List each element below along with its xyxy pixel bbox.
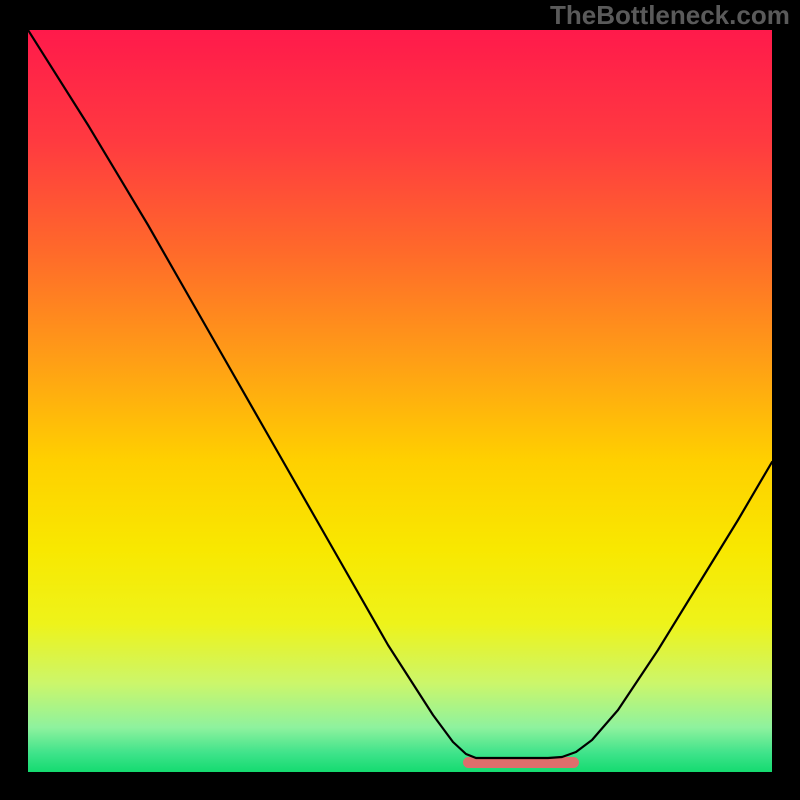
watermark-text: TheBottleneck.com <box>550 0 790 31</box>
curve-layer <box>28 30 772 772</box>
plot-area <box>28 30 772 772</box>
outer-frame: TheBottleneck.com <box>0 0 800 800</box>
black-v-curve <box>28 30 772 758</box>
